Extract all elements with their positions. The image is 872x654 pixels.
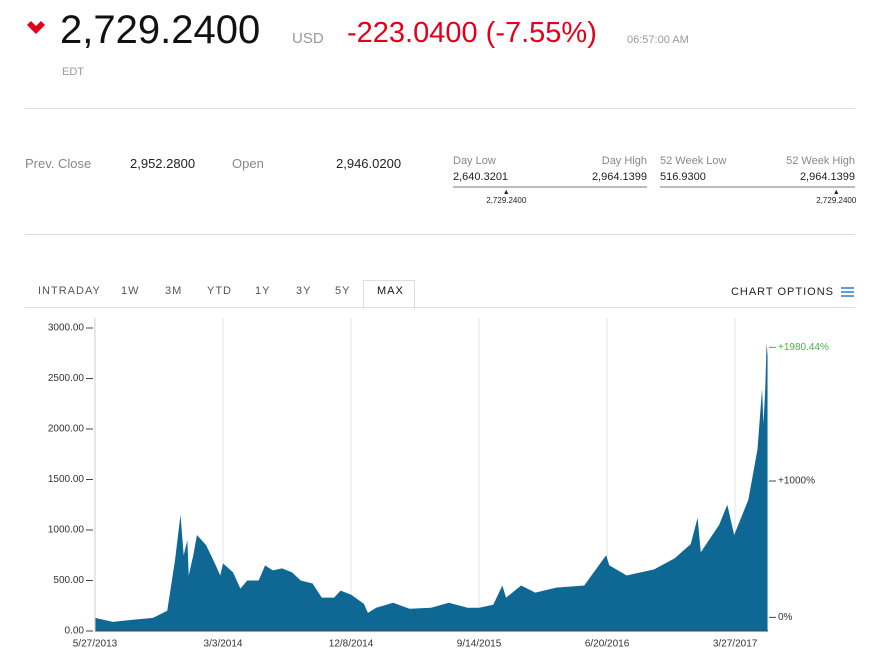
range-value: 2,964.1399 [799,171,855,183]
marker-arrow: ▲ [502,189,510,196]
stat-label: Prev. Close [25,156,92,171]
range-value: 2,640.3201 [453,171,509,183]
stat-value: 2,946.0200 [336,156,402,171]
range-marker: ▲ 2,729.2400 [486,189,526,205]
tab[interactable]: 3M [165,285,183,297]
chart: 5/27/2013 3/3/2014 12/8/2014 9/14/2015 6/20/… [48,318,829,650]
tab[interactable]: 1W [121,285,140,297]
x-tick-label: 6/20/2016 [585,639,630,650]
range-bar [660,186,855,188]
active-tab-box [363,280,415,310]
price: 2,729.2400 [60,8,261,52]
range-label: Day Low [453,155,496,167]
divider [25,307,855,308]
tab[interactable]: MAX [377,285,404,297]
y2-tick-label: +1980.44% [778,342,829,353]
y-tick-label: 0.00 [65,626,85,637]
tab[interactable]: INTRADAY [38,285,101,297]
range-value: 516.9300 [660,171,706,183]
x-tick-label: 3/27/2017 [713,639,758,650]
chart-options[interactable]: CHART OPTIONS [730,286,834,298]
x-tick-label: 9/14/2015 [457,639,502,650]
y-tick-label: 2500.00 [48,373,85,384]
range-marker: ▲ 2,729.2400 [816,189,856,205]
y-tick-label: 2000.00 [48,424,85,435]
tab[interactable]: 5Y [335,285,351,297]
tab[interactable]: YTD [207,285,232,297]
y2-tick-label: +1000% [778,476,815,487]
marker-label: 2,729.2400 [816,196,857,205]
marker-label: 2,729.2400 [486,196,527,205]
tab[interactable]: 1Y [255,285,271,297]
range-label: 52 Week Low [660,155,727,167]
divider [25,108,855,109]
range-label: Day High [601,155,647,167]
range-label: 52 Week High [786,155,855,167]
marker-arrow: ▲ [832,189,840,196]
range-bar [453,186,647,188]
y-tick-label: 1500.00 [48,474,85,485]
y-tick-label: 1000.00 [48,525,85,536]
price-area [95,343,768,631]
tab[interactable]: 3Y [296,285,312,297]
y2-tick-label: 0% [778,612,793,623]
currency: USD [292,30,324,47]
stat-label: Open [232,156,264,171]
divider [25,234,855,235]
x-tick-label: 12/8/2014 [329,639,374,650]
menu-icon[interactable] [841,287,854,297]
time: 06:57:00 AM [627,34,689,46]
down-arrow-icon [27,21,45,34]
y-tick-label: 3000.00 [48,323,85,334]
timezone: EDT [62,66,84,78]
stat-value: 2,952.2800 [130,156,196,171]
price-change: -223.0400 (-7.55%) [347,17,597,49]
x-tick-label: 3/3/2014 [204,639,243,650]
x-tick-label: 5/27/2013 [73,639,118,650]
range-value: 2,964.1399 [591,171,647,183]
y-tick-label: 500.00 [53,575,84,586]
